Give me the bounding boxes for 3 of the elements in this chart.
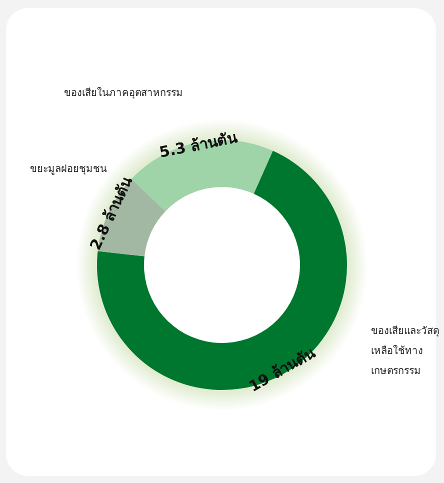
slice-label: ของเสียในภาคอุตสาหกรรม bbox=[64, 86, 184, 101]
data-label: 5.3 ล้านตัน bbox=[158, 128, 240, 162]
slice-label: ของเสียและวัสดุเหลือใช้ทางเกษตรกรรม bbox=[371, 324, 440, 379]
